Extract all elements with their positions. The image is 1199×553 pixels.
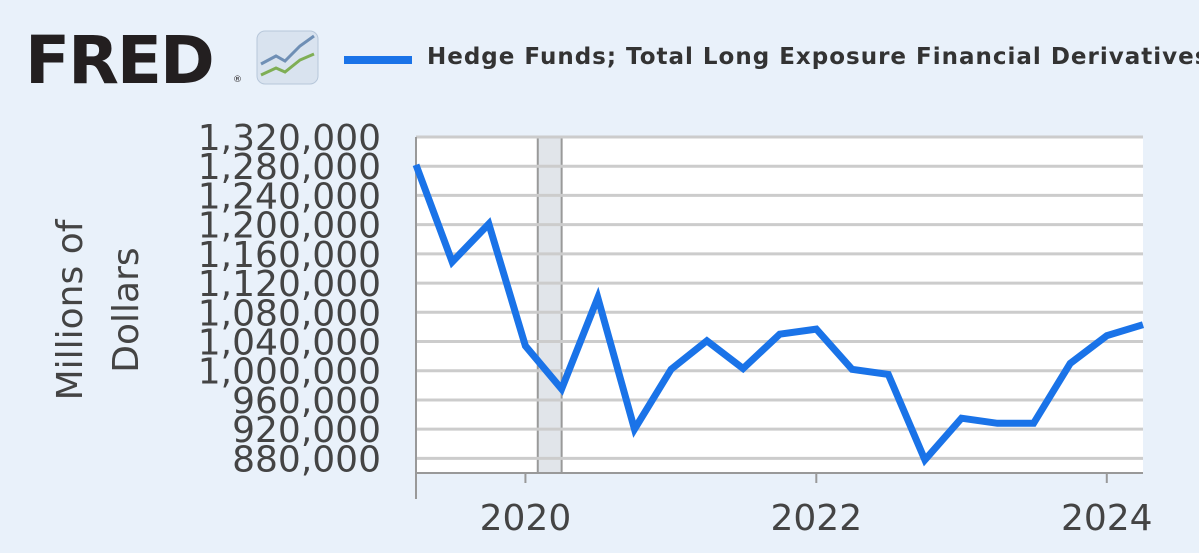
y-axis-title-line2: Dollars [106,247,147,372]
legend: Hedge Funds; Total Long Exposure Financi… [344,44,1199,70]
y-tick-label: 960,000 [232,381,381,422]
series [412,163,1145,467]
data-point [488,223,489,224]
data-point [743,368,744,369]
y-axis-title-line1: Millions of [50,218,91,400]
x-tick-label: 2024 [1061,498,1153,539]
data-point [816,329,817,330]
y-tick-label: 1,000,000 [198,352,381,393]
x-tick-label: 2020 [480,498,572,539]
recession-shade [537,137,562,473]
data-point [1143,324,1144,325]
y-tick-label: 1,280,000 [198,147,381,188]
grid [416,135,1143,460]
series-line [412,163,1145,467]
x-tick-label: 2022 [770,498,862,539]
y-tick-label: 1,160,000 [198,235,381,276]
logo-registered: ® [233,75,242,85]
data-point [634,429,635,430]
y-tick-label: 1,080,000 [198,293,381,334]
data-point [888,374,889,375]
y-tick-label: 1,120,000 [198,264,381,305]
legend-label: Hedge Funds; Total Long Exposure Financi… [427,44,1199,70]
data-point [779,334,780,335]
x-axis: 2020 2022 2024 [415,137,1153,539]
y-tick-label: 920,000 [232,410,381,451]
data-point [924,459,925,460]
y-tick-label: 1,200,000 [198,206,381,247]
y-tick-label: 1,320,000 [198,118,381,159]
data-point [1070,363,1071,364]
data-point [961,418,962,419]
data-point [852,369,853,370]
data-point [997,423,998,424]
fred-logo[interactable]: FRED ® [25,22,242,99]
data-point [561,389,562,390]
y-tick-label: 1,240,000 [198,176,381,217]
legend-swatch [344,56,412,64]
y-tick-label: 880,000 [232,439,381,480]
data-point [671,369,672,370]
data-point [1106,335,1107,336]
data-point [706,340,707,341]
data-point [597,297,598,298]
data-point [452,261,453,262]
recession-band [536,137,563,473]
y-tick-label: 1,040,000 [198,323,381,364]
data-point [1033,423,1034,424]
data-point [416,164,417,165]
y-tick-labels: 880,000920,000960,0001,000,0001,040,0001… [198,118,381,480]
fred-graph-icon [256,30,319,85]
logo-text: FRED [25,22,213,99]
data-point [525,345,526,346]
